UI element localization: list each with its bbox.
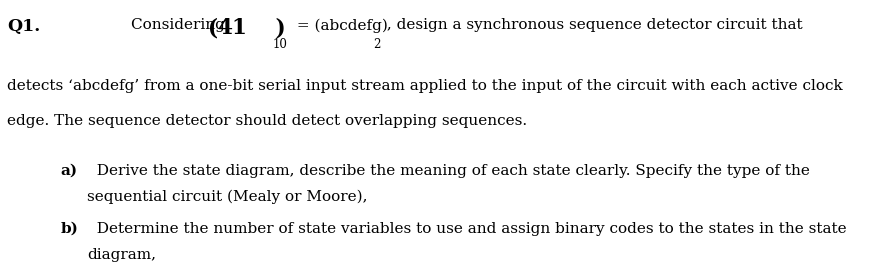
Text: sequential circuit (Mealy or Moore),: sequential circuit (Mealy or Moore), [87, 190, 367, 205]
Text: a): a) [60, 164, 77, 178]
Text: (: ( [208, 17, 218, 39]
Text: Derive the state diagram, describe the meaning of each state clearly. Specify th: Derive the state diagram, describe the m… [87, 164, 809, 178]
Text: detects ‘abcdefg’ from a one-bit serial input stream applied to the input of the: detects ‘abcdefg’ from a one-bit serial … [7, 79, 842, 93]
Text: Determine the number of state variables to use and assign binary codes to the st: Determine the number of state variables … [87, 222, 845, 236]
Text: edge. The sequence detector should detect overlapping sequences.: edge. The sequence detector should detec… [7, 114, 526, 128]
Text: Considering: Considering [131, 18, 229, 32]
Text: b): b) [60, 222, 78, 236]
Text: Q1.: Q1. [7, 18, 40, 35]
Text: 2: 2 [373, 38, 380, 51]
Text: , design a synchronous sequence detector circuit that: , design a synchronous sequence detector… [382, 18, 802, 32]
Text: 41: 41 [217, 17, 247, 39]
Text: 10: 10 [272, 38, 287, 51]
Text: diagram,: diagram, [87, 248, 156, 262]
Text: ): ) [253, 17, 285, 39]
Text: = (abcdefg): = (abcdefg) [291, 18, 387, 33]
